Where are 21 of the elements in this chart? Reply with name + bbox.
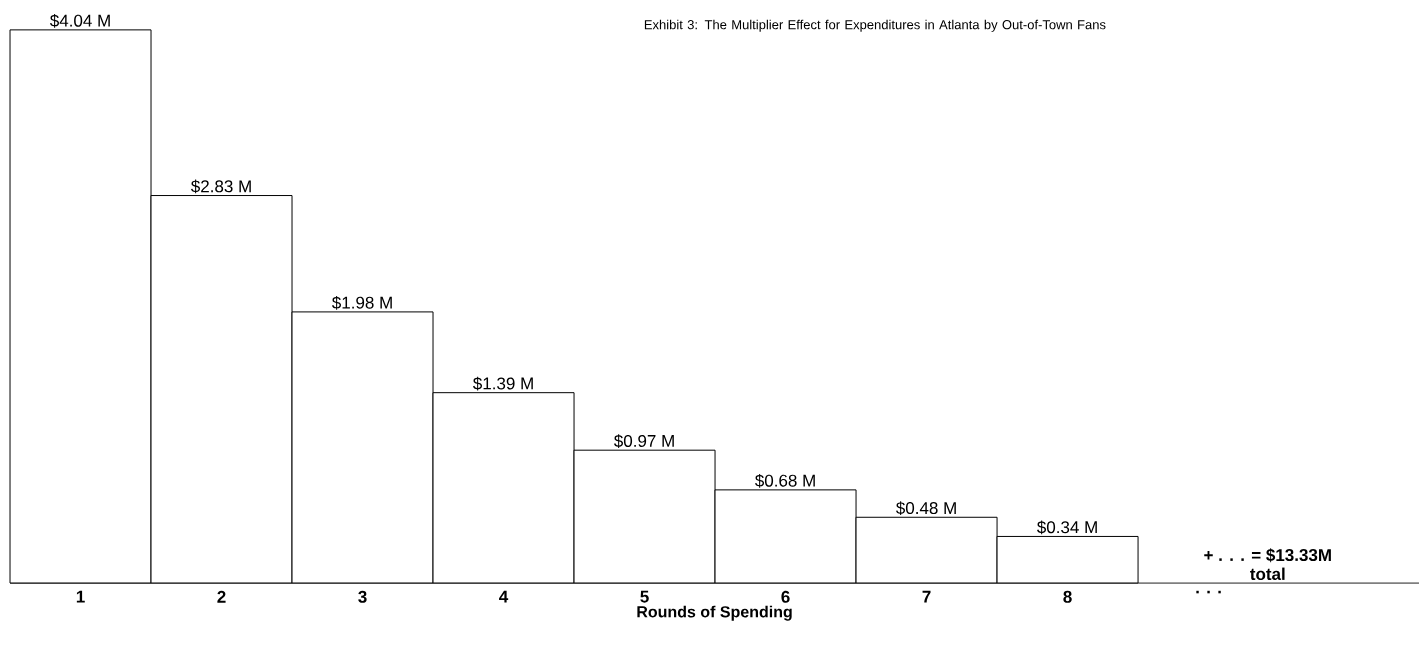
x-tick-label: 4 xyxy=(499,590,509,603)
x-axis-title: Rounds of Spending xyxy=(637,605,792,621)
data-label: $1.98 M xyxy=(332,295,392,310)
data-label: $0.48 M xyxy=(896,501,956,516)
data-label: $0.97 M xyxy=(614,434,674,448)
data-label: $1.39 M xyxy=(473,376,533,391)
x-tick-label: 8 xyxy=(1063,590,1072,603)
x-tick-label: 7 xyxy=(922,590,931,603)
x-tick-label: . . . xyxy=(1196,590,1221,594)
x-tick-label: 3 xyxy=(358,590,367,603)
annotation: + . . . = $13.33M xyxy=(1204,548,1331,563)
x-tick-label: 5 xyxy=(640,590,649,603)
x-tick-label: 1 xyxy=(76,590,85,603)
x-tick-label: 6 xyxy=(781,590,790,603)
data-label: $4.04 M xyxy=(49,13,110,28)
x-tick-label: 2 xyxy=(217,590,226,603)
data-label: $0.34 M xyxy=(1037,520,1097,535)
annotation: total xyxy=(1250,567,1285,581)
data-label: $2.83 M xyxy=(191,179,251,194)
data-label: $0.68 M xyxy=(755,473,815,488)
chart-title: Exhibit 3: The Multiplier Effect for Expenditures in Atlanta by Out-of-Town Fans xyxy=(644,19,1106,32)
